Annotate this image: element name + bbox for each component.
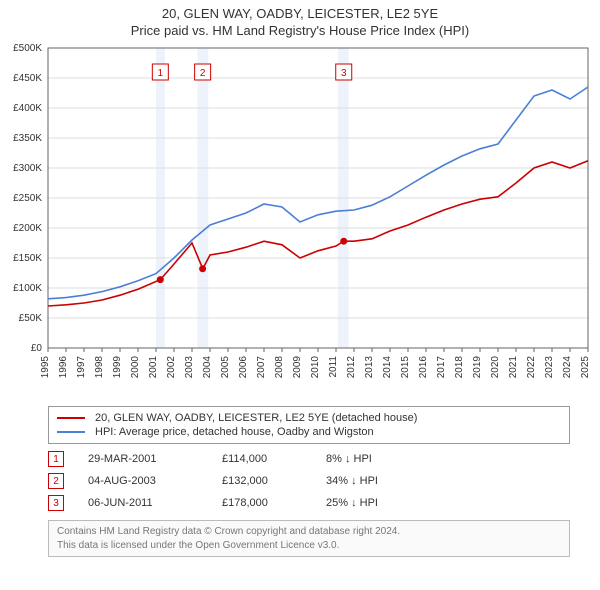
svg-text:2013: 2013 xyxy=(364,356,375,379)
svg-text:£500K: £500K xyxy=(13,43,42,54)
svg-text:2004: 2004 xyxy=(202,356,213,379)
svg-text:1998: 1998 xyxy=(94,356,105,379)
transaction-diff: 25% ↓ HPI xyxy=(326,497,436,509)
svg-text:2011: 2011 xyxy=(328,356,339,378)
svg-text:£400K: £400K xyxy=(13,103,42,114)
transaction-diff: 8% ↓ HPI xyxy=(326,453,436,465)
transaction-price: £114,000 xyxy=(222,453,302,465)
svg-text:2020: 2020 xyxy=(490,356,501,379)
svg-text:£350K: £350K xyxy=(13,133,42,144)
transaction-price: £178,000 xyxy=(222,497,302,509)
table-row: 2 04-AUG-2003 £132,000 34% ↓ HPI xyxy=(48,470,570,492)
svg-text:£450K: £450K xyxy=(13,73,42,84)
svg-text:2000: 2000 xyxy=(130,356,141,379)
svg-text:2019: 2019 xyxy=(472,356,483,379)
svg-text:2025: 2025 xyxy=(580,356,591,379)
svg-text:2017: 2017 xyxy=(436,356,447,379)
svg-text:2016: 2016 xyxy=(418,356,429,379)
svg-text:1999: 1999 xyxy=(112,356,123,379)
svg-text:£200K: £200K xyxy=(13,223,42,234)
table-row: 1 29-MAR-2001 £114,000 8% ↓ HPI xyxy=(48,448,570,470)
transaction-date: 04-AUG-2003 xyxy=(88,475,198,487)
svg-text:3: 3 xyxy=(341,68,347,79)
svg-text:2005: 2005 xyxy=(220,356,231,379)
svg-text:£250K: £250K xyxy=(13,193,42,204)
svg-text:2022: 2022 xyxy=(526,356,537,379)
svg-text:2018: 2018 xyxy=(454,356,465,379)
svg-text:1996: 1996 xyxy=(58,356,69,379)
svg-text:2: 2 xyxy=(200,68,206,79)
chart-plot: £0 £50K £100K £150K £200K £250K £300K £350K £400… xyxy=(0,40,600,400)
legend-swatch xyxy=(57,417,85,419)
svg-text:2007: 2007 xyxy=(256,356,267,379)
svg-text:2001: 2001 xyxy=(148,356,159,379)
transaction-badge: 2 xyxy=(48,473,64,489)
transactions-table: 1 29-MAR-2001 £114,000 8% ↓ HPI 2 04-AUG… xyxy=(48,448,570,514)
svg-text:2010: 2010 xyxy=(310,356,321,379)
svg-text:£50K: £50K xyxy=(19,313,43,324)
legend-item: 20, GLEN WAY, OADBY, LEICESTER, LE2 5YE … xyxy=(57,411,561,425)
table-row: 3 06-JUN-2011 £178,000 25% ↓ HPI xyxy=(48,492,570,514)
transaction-badge: 1 xyxy=(48,451,64,467)
svg-text:2024: 2024 xyxy=(562,356,573,379)
svg-text:2006: 2006 xyxy=(238,356,249,379)
svg-text:2003: 2003 xyxy=(184,356,195,379)
svg-text:1995: 1995 xyxy=(40,356,51,379)
svg-text:2002: 2002 xyxy=(166,356,177,379)
legend-item: HPI: Average price, detached house, Oadb… xyxy=(57,425,561,439)
svg-text:2015: 2015 xyxy=(400,356,411,379)
svg-text:2021: 2021 xyxy=(508,356,519,379)
transaction-badge: 3 xyxy=(48,495,64,511)
svg-text:2009: 2009 xyxy=(292,356,303,379)
svg-text:1: 1 xyxy=(158,68,164,79)
footer-line: This data is licensed under the Open Gov… xyxy=(57,539,561,553)
chart-title-sub: Price paid vs. HM Land Registry's House … xyxy=(8,23,592,38)
footer-line: Contains HM Land Registry data © Crown c… xyxy=(57,525,561,539)
chart-svg: £0 £50K £100K £150K £200K £250K £300K £350K £400… xyxy=(0,40,600,400)
transaction-date: 29-MAR-2001 xyxy=(88,453,198,465)
legend-label: 20, GLEN WAY, OADBY, LEICESTER, LE2 5YE … xyxy=(95,412,417,424)
svg-text:£0: £0 xyxy=(31,343,43,354)
svg-text:2023: 2023 xyxy=(544,356,555,379)
chart-title-address: 20, GLEN WAY, OADBY, LEICESTER, LE2 5YE xyxy=(8,6,592,21)
svg-text:£150K: £150K xyxy=(13,253,42,264)
chart-titles: 20, GLEN WAY, OADBY, LEICESTER, LE2 5YE … xyxy=(0,0,600,40)
chart-container: 20, GLEN WAY, OADBY, LEICESTER, LE2 5YE … xyxy=(0,0,600,557)
svg-text:2014: 2014 xyxy=(382,356,393,379)
transaction-price: £132,000 xyxy=(222,475,302,487)
svg-text:1997: 1997 xyxy=(76,356,87,379)
legend: 20, GLEN WAY, OADBY, LEICESTER, LE2 5YE … xyxy=(48,406,570,444)
svg-text:£100K: £100K xyxy=(13,283,42,294)
transaction-date: 06-JUN-2011 xyxy=(88,497,198,509)
attribution-footer: Contains HM Land Registry data © Crown c… xyxy=(48,520,570,557)
legend-swatch xyxy=(57,431,85,433)
svg-text:2012: 2012 xyxy=(346,356,357,379)
svg-text:2008: 2008 xyxy=(274,356,285,379)
svg-text:£300K: £300K xyxy=(13,163,42,174)
legend-label: HPI: Average price, detached house, Oadb… xyxy=(95,426,374,438)
transaction-diff: 34% ↓ HPI xyxy=(326,475,436,487)
